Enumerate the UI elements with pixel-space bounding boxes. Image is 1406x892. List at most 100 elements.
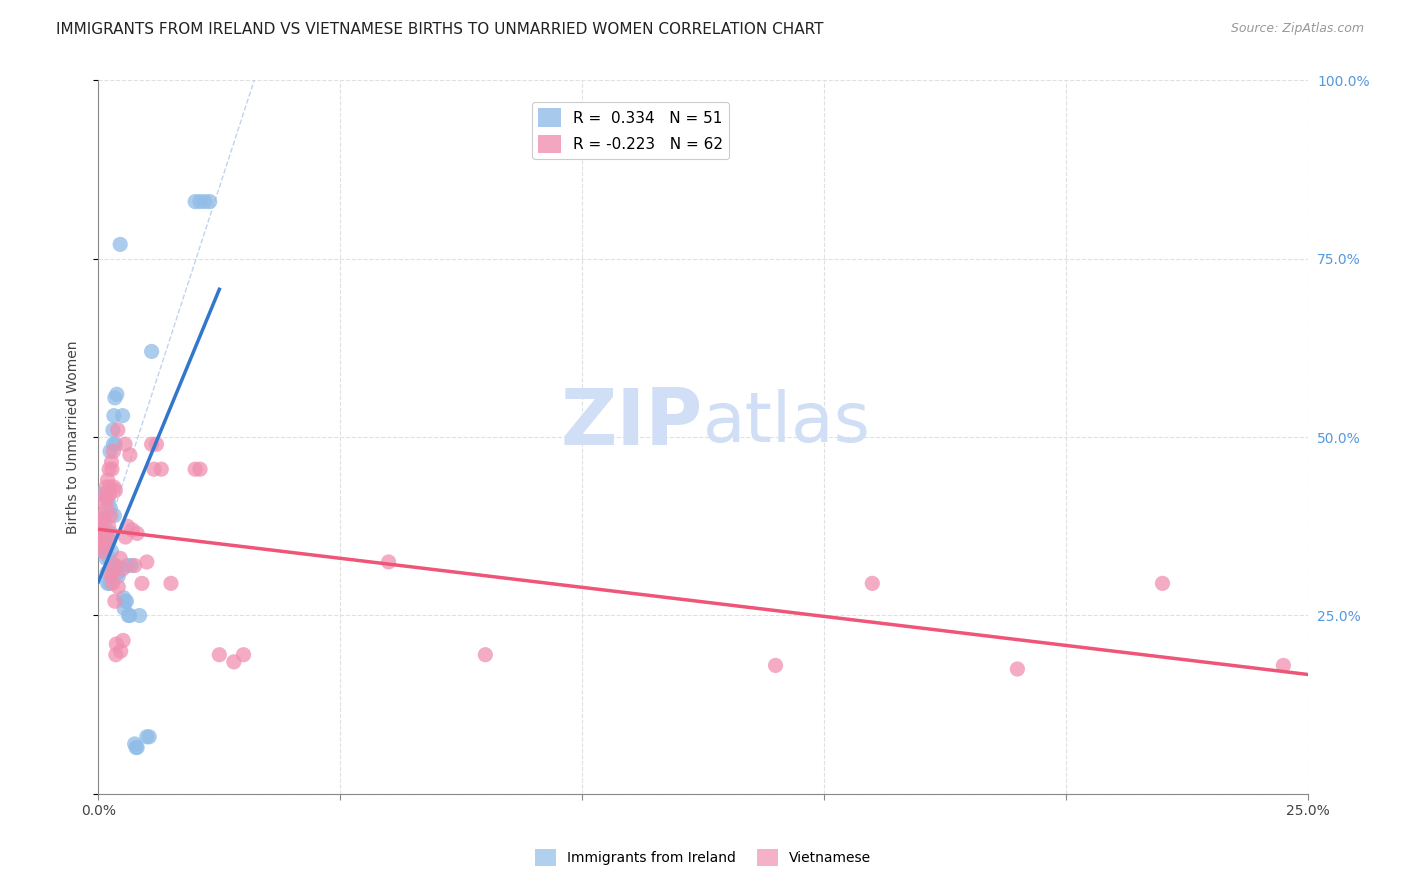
Y-axis label: Births to Unmarried Women: Births to Unmarried Women <box>66 341 80 533</box>
Point <box>90 523 112 537</box>
Point <box>127 526 149 541</box>
Point <box>222 655 245 669</box>
Point <box>98 551 121 566</box>
Point <box>120 558 142 573</box>
Point <box>94 541 117 555</box>
Legend: Immigrants from Ireland, Vietnamese: Immigrants from Ireland, Vietnamese <box>530 844 876 871</box>
Point <box>114 437 136 451</box>
Point <box>87 533 110 548</box>
Point <box>232 648 254 662</box>
Text: Source: ZipAtlas.com: Source: ZipAtlas.com <box>1230 22 1364 36</box>
Point <box>101 423 124 437</box>
Point <box>138 730 160 744</box>
Point <box>107 423 129 437</box>
Point <box>98 533 121 548</box>
Point <box>188 194 211 209</box>
Point <box>121 523 143 537</box>
Point <box>1007 662 1029 676</box>
Point <box>111 562 134 576</box>
Point <box>188 462 211 476</box>
Point <box>765 658 787 673</box>
Point <box>97 473 120 487</box>
Point <box>93 512 115 526</box>
Point <box>135 555 157 569</box>
Point <box>98 462 121 476</box>
Point <box>101 462 124 476</box>
Point <box>112 633 135 648</box>
Point <box>103 558 125 573</box>
Point <box>98 576 121 591</box>
Point <box>96 537 118 551</box>
Point <box>103 437 125 451</box>
Point <box>91 544 114 558</box>
Point <box>107 566 129 580</box>
Point <box>145 437 167 451</box>
Point <box>160 576 183 591</box>
Point <box>104 437 127 451</box>
Point <box>90 508 112 523</box>
Point <box>184 462 207 476</box>
Point <box>100 544 122 558</box>
Point <box>208 648 231 662</box>
Point <box>112 591 135 605</box>
Point <box>103 444 125 458</box>
Point <box>114 530 136 544</box>
Point <box>97 576 120 591</box>
Text: ZIP: ZIP <box>561 384 703 461</box>
Point <box>124 558 146 573</box>
Point <box>100 508 122 523</box>
Point <box>103 480 125 494</box>
Point <box>104 391 127 405</box>
Point <box>135 730 157 744</box>
Point <box>100 455 122 469</box>
Point <box>184 194 207 209</box>
Point <box>143 462 166 476</box>
Point <box>97 519 120 533</box>
Point <box>103 409 125 423</box>
Point <box>1152 576 1174 591</box>
Point <box>107 580 129 594</box>
Point <box>101 558 124 573</box>
Point <box>125 740 148 755</box>
Point <box>124 737 146 751</box>
Point <box>91 494 114 508</box>
Point <box>94 487 117 501</box>
Point <box>90 533 112 548</box>
Point <box>87 516 110 530</box>
Point <box>96 501 118 516</box>
Point <box>96 551 118 566</box>
Point <box>110 644 132 658</box>
Point <box>98 444 121 458</box>
Point <box>108 237 131 252</box>
Point <box>115 594 138 608</box>
Point <box>127 740 149 755</box>
Point <box>100 501 122 516</box>
Point <box>117 608 139 623</box>
Point <box>118 448 141 462</box>
Point <box>94 541 117 555</box>
Point <box>107 569 129 583</box>
Point <box>104 648 127 662</box>
Point <box>96 480 118 494</box>
Point <box>128 608 150 623</box>
Text: atlas: atlas <box>703 389 870 457</box>
Point <box>89 530 111 544</box>
Point <box>198 194 221 209</box>
Point <box>91 533 114 548</box>
Point <box>112 601 135 615</box>
Point <box>96 566 118 580</box>
Point <box>100 569 122 583</box>
Point <box>98 487 121 501</box>
Point <box>98 480 121 494</box>
Point <box>93 530 115 544</box>
Point <box>91 512 114 526</box>
Point <box>108 551 131 566</box>
Point <box>860 576 883 591</box>
Point <box>150 462 173 476</box>
Point <box>104 558 127 573</box>
Point <box>105 637 128 651</box>
Point <box>93 526 115 541</box>
Point <box>111 409 134 423</box>
Point <box>117 519 139 533</box>
Point <box>96 491 118 505</box>
